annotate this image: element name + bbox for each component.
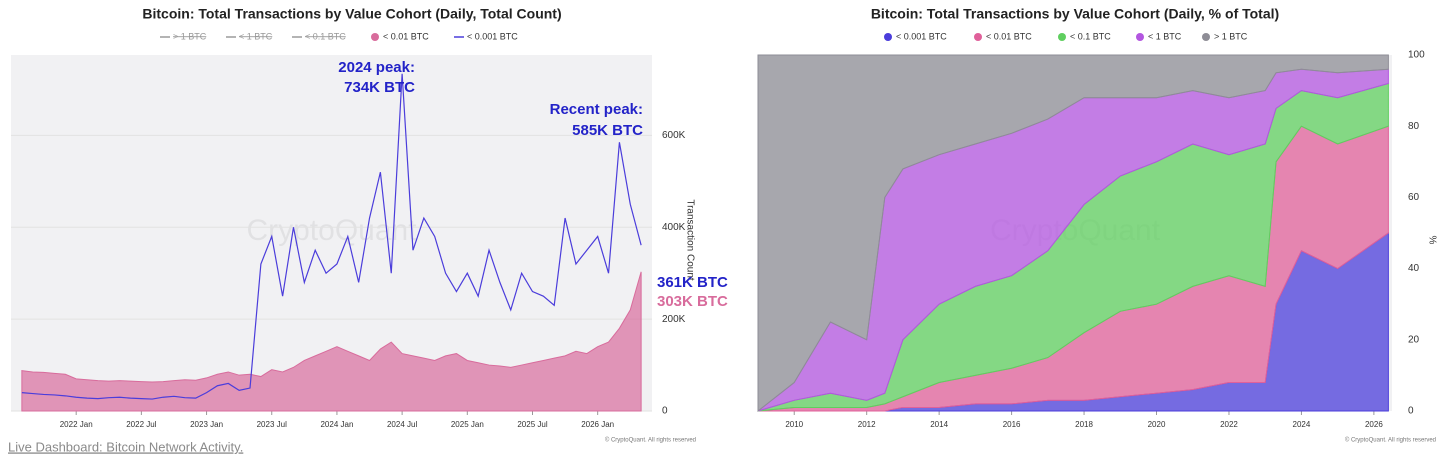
annotation: 361K BTC [657,274,728,291]
y-tick-label: 40 [1408,263,1420,274]
legend-label: < 0.01 BTC [383,31,429,41]
legend-label: > 1 BTC [1214,31,1248,41]
legend-label: < 0.1 BTC [305,31,346,41]
area [21,271,642,412]
credit: © CryptoQuant. All rights reserved [605,437,696,444]
x-tick-label: 2024 Jan [320,420,353,429]
x-tick-label: 2022 [1220,420,1238,429]
x-tick-label: 2020 [1148,420,1166,429]
annotation: 585K BTC [572,122,643,139]
legend-label: < 1 BTC [239,31,273,41]
y-tick-label: 400K [662,222,686,233]
x-tick-label: 2026 [1365,420,1383,429]
y-tick-label: 0 [662,406,668,417]
credit: © CryptoQuant. All rights reserved [1345,437,1436,444]
y-tick-label: 100 [1408,50,1425,61]
legend-label: < 0.001 BTC [896,31,947,41]
legend-swatch [974,33,982,41]
legend-label: < 0.01 BTC [986,31,1032,41]
y-axis-label: Transaction Count [684,199,695,281]
y-tick-label: 20 [1408,334,1420,345]
legend-label: < 1 BTC [1148,31,1182,41]
watermark: CryptoQuant [246,214,417,247]
line [21,73,642,400]
legend-swatch [1136,33,1144,41]
x-tick-label: 2010 [785,420,803,429]
legend-swatch [1202,33,1210,41]
stacked-area [757,54,1389,413]
x-tick-label: 2024 [1293,420,1311,429]
x-tick-label: 2014 [930,420,948,429]
x-tick-label: 2023 Jul [257,420,287,429]
x-tick-label: 2025 Jul [517,420,547,429]
legend-label: < 0.1 BTC [1070,31,1111,41]
chart-title: Bitcoin: Total Transactions by Value Coh… [871,6,1279,22]
legend-swatch [1058,33,1066,41]
dashboard-link[interactable]: Live Dashboard: Bitcoin Network Activity… [8,439,243,454]
x-tick-label: 2022 Jan [60,420,93,429]
y-tick-label: 0 [1408,406,1414,417]
x-tick-label: 2023 Jan [190,420,223,429]
x-tick-label: 2018 [1075,420,1093,429]
y-tick-label: 60 [1408,192,1420,203]
chart-title: Bitcoin: Total Transactions by Value Coh… [142,6,561,22]
legend-swatch [884,33,892,41]
annotation: Recent peak: [550,101,643,118]
y-tick-label: 600K [662,130,686,141]
x-tick-label: 2025 Jan [451,420,484,429]
annotation: 734K BTC [344,79,415,96]
y-axis-label: % [1426,236,1437,245]
x-tick-label: 2024 Jul [387,420,417,429]
legend-label: < 0.001 BTC [467,31,518,41]
x-tick-label: 2016 [1003,420,1021,429]
legend-label: > 1 BTC [173,31,207,41]
y-tick-label: 200K [662,314,686,325]
x-tick-label: 2022 Jul [126,420,156,429]
annotation: 2024 peak: [338,59,415,76]
y-tick-label: 80 [1408,121,1420,132]
legend-swatch [371,33,379,41]
x-tick-label: 2026 Jan [581,420,614,429]
annotation: 303K BTC [657,293,728,310]
x-tick-label: 2012 [858,420,876,429]
